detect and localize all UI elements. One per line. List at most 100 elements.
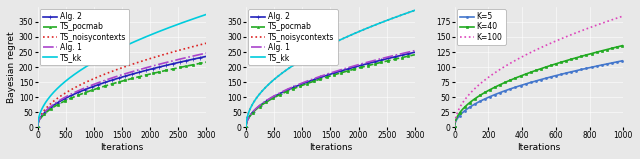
Alg. 2 bbox=[198, 56, 206, 58]
TS_pocmab bbox=[323, 76, 330, 78]
TS_kk bbox=[411, 9, 419, 11]
TS_kk bbox=[323, 45, 331, 47]
TS_kk bbox=[333, 40, 341, 42]
Alg. 2 bbox=[125, 74, 132, 76]
Alg. 2 bbox=[342, 68, 350, 70]
Alg. 2 bbox=[202, 55, 210, 57]
TS_kk bbox=[381, 20, 388, 22]
K=100 bbox=[451, 126, 458, 128]
TS_pocmab bbox=[172, 67, 180, 69]
Alg. 1 bbox=[242, 126, 250, 128]
K=40 bbox=[616, 45, 623, 47]
Alg. 2 bbox=[323, 75, 330, 76]
K=100 bbox=[531, 50, 538, 52]
TS_kk bbox=[407, 11, 415, 13]
Alg. 1 bbox=[134, 69, 142, 71]
X-axis label: Iterations: Iterations bbox=[517, 143, 561, 152]
K=5 bbox=[531, 80, 538, 82]
TS_pocmab bbox=[333, 73, 341, 75]
K=100 bbox=[620, 15, 627, 17]
TS_pocmab bbox=[198, 62, 206, 64]
Alg. 1 bbox=[115, 75, 123, 77]
K=40 bbox=[589, 52, 596, 54]
K=40 bbox=[542, 66, 550, 68]
Alg. 1 bbox=[34, 126, 42, 128]
K=40 bbox=[451, 126, 458, 128]
TS_pocmab bbox=[134, 76, 142, 78]
Alg. 2 bbox=[115, 77, 123, 79]
TS_kk bbox=[114, 48, 122, 50]
TS_noisycontexts bbox=[134, 61, 142, 63]
Alg. 2 bbox=[114, 77, 122, 79]
Alg. 1 bbox=[342, 67, 350, 69]
Line: K=40: K=40 bbox=[454, 44, 625, 128]
TS_pocmab bbox=[125, 78, 132, 80]
TS_pocmab bbox=[115, 81, 123, 83]
Alg. 1 bbox=[323, 73, 330, 75]
TS_noisycontexts bbox=[381, 20, 388, 22]
Line: Alg. 1: Alg. 1 bbox=[38, 53, 206, 127]
TS_pocmab bbox=[381, 61, 388, 62]
TS_noisycontexts bbox=[114, 68, 122, 70]
TS_noisycontexts bbox=[333, 40, 341, 42]
TS_kk bbox=[134, 39, 142, 41]
Line: TS_noisycontexts: TS_noisycontexts bbox=[246, 10, 415, 127]
Line: TS_kk: TS_kk bbox=[246, 10, 415, 127]
K=40 bbox=[620, 45, 627, 46]
K=5 bbox=[451, 126, 458, 128]
TS_noisycontexts bbox=[323, 46, 330, 48]
Alg. 1 bbox=[172, 59, 180, 61]
K=5 bbox=[542, 77, 550, 79]
Line: Alg. 2: Alg. 2 bbox=[244, 50, 417, 129]
TS_pocmab bbox=[114, 81, 122, 83]
Line: Alg. 1: Alg. 1 bbox=[246, 51, 415, 127]
Line: TS_noisycontexts: TS_noisycontexts bbox=[38, 43, 206, 127]
Alg. 2 bbox=[381, 58, 388, 60]
Alg. 1 bbox=[333, 70, 341, 72]
K=100 bbox=[542, 44, 550, 46]
K=100 bbox=[589, 26, 596, 28]
Alg. 1 bbox=[381, 57, 388, 59]
TS_noisycontexts bbox=[202, 42, 210, 44]
TS_noisycontexts bbox=[198, 43, 206, 45]
Legend: K=5, K=40, K=100: K=5, K=40, K=100 bbox=[457, 9, 506, 45]
X-axis label: Iterations: Iterations bbox=[309, 143, 352, 152]
K=100 bbox=[532, 49, 540, 51]
TS_noisycontexts bbox=[125, 64, 132, 66]
Alg. 1 bbox=[125, 72, 132, 74]
TS_noisycontexts bbox=[342, 36, 350, 38]
Alg. 2 bbox=[172, 62, 180, 64]
Alg. 2 bbox=[323, 74, 331, 76]
Alg. 2 bbox=[242, 126, 250, 128]
TS_pocmab bbox=[202, 61, 210, 63]
Alg. 2 bbox=[407, 52, 415, 54]
TS_kk bbox=[172, 24, 180, 26]
TS_pocmab bbox=[323, 76, 331, 78]
Alg. 1 bbox=[407, 51, 415, 52]
K=100 bbox=[551, 40, 559, 42]
K=5 bbox=[551, 75, 559, 77]
TS_pocmab bbox=[407, 55, 415, 57]
Line: K=100: K=100 bbox=[454, 16, 623, 127]
Alg. 2 bbox=[134, 72, 142, 73]
Line: TS_pocmab: TS_pocmab bbox=[245, 54, 416, 128]
TS_pocmab bbox=[342, 70, 350, 72]
Alg. 1 bbox=[202, 52, 210, 54]
K=5 bbox=[589, 66, 596, 68]
Alg. 1 bbox=[198, 53, 206, 55]
TS_noisycontexts bbox=[411, 9, 419, 11]
TS_noisycontexts bbox=[407, 11, 415, 13]
TS_pocmab bbox=[242, 126, 250, 128]
TS_kk bbox=[34, 126, 42, 128]
Line: TS_kk: TS_kk bbox=[38, 14, 206, 127]
Line: TS_pocmab: TS_pocmab bbox=[36, 61, 207, 128]
Alg. 1 bbox=[323, 73, 331, 75]
TS_kk bbox=[115, 48, 123, 50]
TS_kk bbox=[125, 43, 132, 45]
Alg. 2 bbox=[333, 71, 341, 73]
TS_kk bbox=[202, 14, 210, 15]
K=40 bbox=[551, 63, 559, 65]
Legend: Alg. 2, TS_pocmab, TS_noisycontexts, Alg. 1, TS_kk: Alg. 2, TS_pocmab, TS_noisycontexts, Alg… bbox=[40, 9, 129, 65]
TS_noisycontexts bbox=[172, 50, 180, 52]
TS_noisycontexts bbox=[242, 126, 250, 128]
